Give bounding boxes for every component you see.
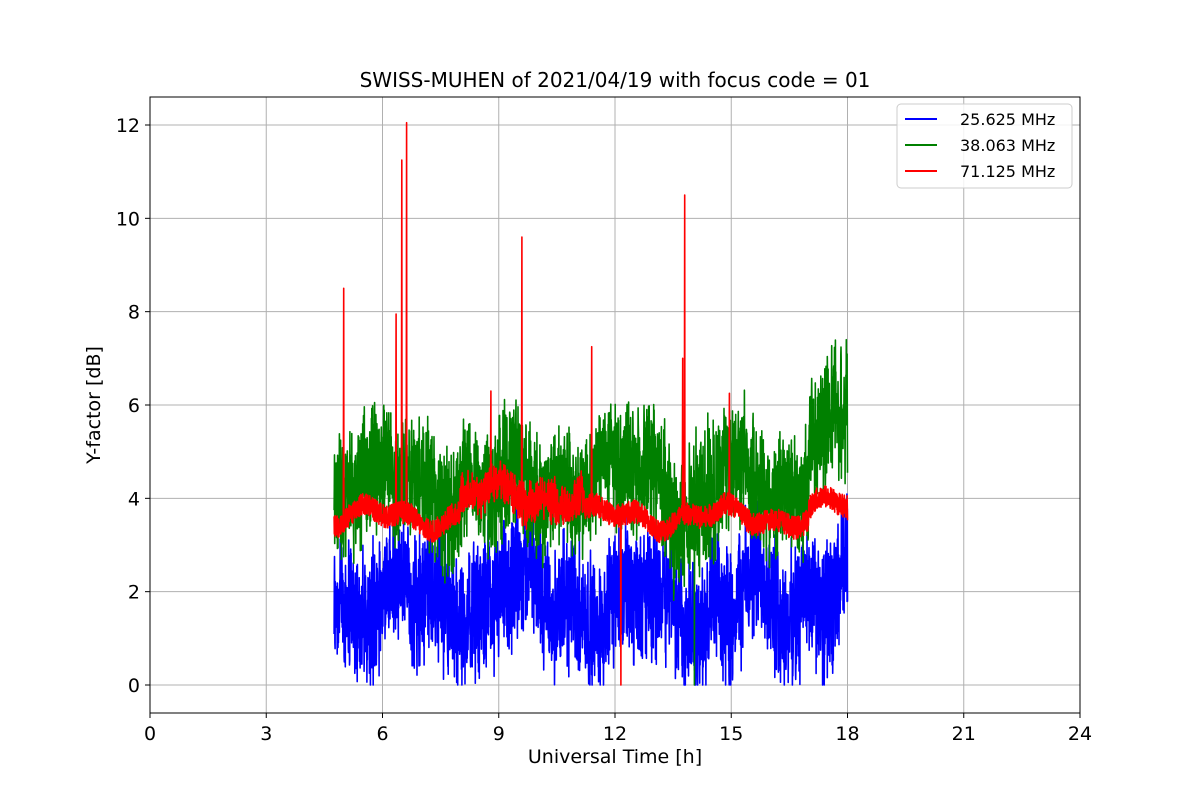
legend-box xyxy=(896,103,1073,189)
legend: 25.625 MHz 38.063 MHz 71.125 MHz xyxy=(896,103,1073,189)
y-tick-label: 12 xyxy=(116,115,140,137)
y-tick-label: 0 xyxy=(128,675,140,697)
y-axis-label: Y-factor [dB] xyxy=(83,346,105,465)
x-tick-label: 3 xyxy=(260,723,272,745)
y-tick-label: 4 xyxy=(128,488,140,510)
x-tick-label: 9 xyxy=(493,723,505,745)
x-tick-label: 6 xyxy=(376,723,388,745)
chart-title: SWISS-MUHEN of 2021/04/19 with focus cod… xyxy=(360,68,871,92)
series-layer xyxy=(333,121,849,686)
series-line-1 xyxy=(333,493,849,686)
series-line-3 xyxy=(333,121,849,686)
legend-entry: 71.125 MHz xyxy=(960,162,1055,181)
x-axis-label: Universal Time [h] xyxy=(528,746,702,768)
y-tick-label: 10 xyxy=(116,208,140,230)
y-tick-label: 8 xyxy=(128,302,140,324)
x-tick-label: 18 xyxy=(835,723,859,745)
x-tick-label: 0 xyxy=(144,723,156,745)
y-tick-label: 6 xyxy=(128,395,140,417)
x-tick-label: 15 xyxy=(719,723,743,745)
y-tick-label: 2 xyxy=(128,582,140,604)
legend-entry: 38.063 MHz xyxy=(960,136,1055,155)
y-axis-ticks: 0 2 4 6 8 10 12 xyxy=(116,115,150,697)
x-tick-label: 24 xyxy=(1068,723,1092,745)
x-tick-label: 21 xyxy=(952,723,976,745)
x-tick-label: 12 xyxy=(603,723,627,745)
legend-entry: 25.625 MHz xyxy=(960,110,1055,129)
x-axis-ticks: 0 3 6 9 12 15 18 21 24 xyxy=(144,713,1092,745)
